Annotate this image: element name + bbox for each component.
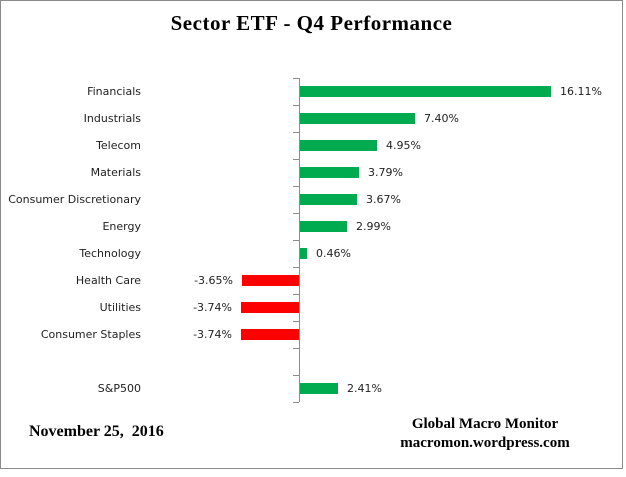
bar-positive: [300, 113, 415, 124]
bar-positive: [300, 86, 551, 97]
axis-tick: [293, 132, 299, 133]
value-label: -3.65%: [194, 274, 233, 287]
axis-tick: [293, 159, 299, 160]
bar-negative: [241, 302, 299, 313]
value-label: 4.95%: [386, 139, 421, 152]
bar-positive: [300, 221, 347, 232]
axis-tick: [293, 213, 299, 214]
category-label: Health Care: [75, 274, 141, 287]
category-label: S&P500: [97, 382, 141, 395]
bar-negative: [241, 329, 299, 340]
value-label: 3.67%: [366, 193, 401, 206]
source-url: macromon.wordpress.com: [400, 435, 570, 451]
value-label: -3.74%: [193, 328, 232, 341]
category-label: Industrials: [83, 112, 141, 125]
bar-positive: [300, 248, 307, 259]
chart-title: Sector ETF - Q4 Performance: [170, 11, 453, 35]
value-label: -3.74%: [193, 301, 232, 314]
footer-source: Global Macro Monitor macromon.wordpress.…: [375, 415, 595, 453]
axis-tick: [293, 78, 299, 79]
value-label: 2.99%: [356, 220, 391, 233]
axis-tick: [293, 375, 299, 376]
category-axis-line: [299, 78, 300, 402]
value-label: 16.11%: [560, 85, 602, 98]
bar-positive: [300, 194, 357, 205]
source-name: Global Macro Monitor: [411, 416, 559, 432]
axis-tick: [293, 294, 299, 295]
category-label: Financials: [87, 85, 141, 98]
value-label: 0.46%: [316, 247, 351, 260]
plot-area: Financials 16.11% Industrials 7.40% Telecom 4…: [1, 1, 622, 468]
bar-negative: [242, 275, 299, 286]
category-label: Energy: [102, 220, 141, 233]
value-label: 2.41%: [347, 382, 382, 395]
axis-tick: [293, 321, 299, 322]
axis-tick: [293, 105, 299, 106]
value-label: 3.79%: [368, 166, 403, 179]
category-label: Materials: [90, 166, 141, 179]
axis-tick: [293, 402, 299, 403]
axis-tick: [293, 240, 299, 241]
axis-tick: [293, 186, 299, 187]
category-label: Consumer Discretionary: [8, 193, 141, 206]
footer-date: November 25, 2016: [29, 423, 164, 440]
category-label: Technology: [79, 247, 141, 260]
axis-tick: [293, 267, 299, 268]
category-label: Utilities: [99, 301, 141, 314]
value-label: 7.40%: [424, 112, 459, 125]
bar-positive: [300, 140, 377, 151]
bar-positive: [300, 383, 338, 394]
category-label: Consumer Staples: [40, 328, 141, 341]
axis-tick: [293, 348, 299, 349]
bar-positive: [300, 167, 359, 178]
category-label: Telecom: [96, 139, 141, 152]
chart-frame: Sector ETF - Q4 Performance Financials 16…: [0, 0, 623, 469]
